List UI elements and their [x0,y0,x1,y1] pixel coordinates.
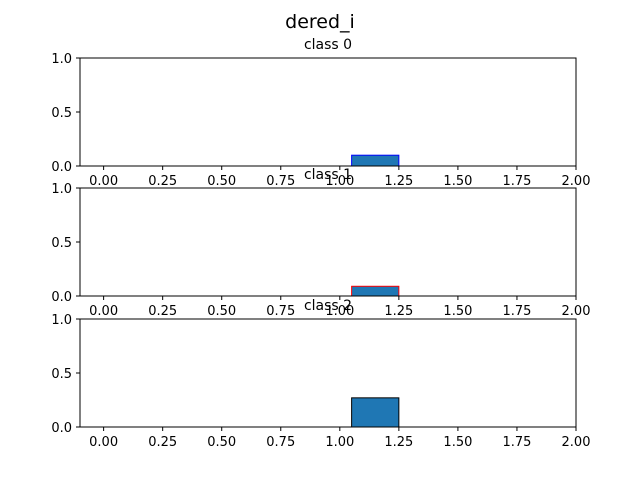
x-tick-label: 0.25 [148,304,177,319]
bar [351,154,400,167]
x-tick-label: 0.50 [207,304,236,319]
subplot-2: 0.00 0.25 0.50 0.75 1.00 1.25 1.50 1.75 2.000.00… [51,298,590,450]
x-tick-label: 1.00 [325,304,354,319]
y-tick-label: 1.0 [51,313,72,328]
bar [351,285,400,297]
x-tick-label: 1.50 [443,435,472,450]
x-tick-label: 2.00 [562,304,591,319]
y-tick-label: 0.0 [51,160,72,175]
x-tick-label: 1.25 [384,174,413,189]
subplot-title: class 0 [304,37,352,53]
x-tick-label: 2.00 [562,174,591,189]
y-tick-label: 0.0 [51,421,72,436]
y-tick-label: 1.0 [51,52,72,67]
x-tick-label: 1.25 [384,304,413,319]
x-tick-label: 0.75 [266,435,295,450]
y-tick-label: 0.5 [51,236,72,251]
figure-title: dered_i [285,11,355,33]
x-tick-label: 1.50 [443,174,472,189]
x-tick-label: 1.50 [443,304,472,319]
subplot-title: class 2 [304,298,352,314]
x-tick-label: 0.25 [148,174,177,189]
x-tick-label: 0.00 [89,435,118,450]
x-tick-label: 1.00 [325,174,354,189]
plot-area [80,188,576,296]
plot-area [80,58,576,166]
x-tick-label: 0.75 [266,304,295,319]
x-tick-label: 0.50 [207,435,236,450]
x-tick-label: 1.25 [384,435,413,450]
plot-area [80,319,576,427]
x-tick-label: 0.75 [266,174,295,189]
x-tick-label: 0.00 [89,174,118,189]
bar [351,397,400,428]
x-tick-label: 1.75 [502,304,531,319]
subplots: 0.00 0.25 0.50 0.75 1.00 1.25 1.50 1.75 2.000.00… [51,37,590,450]
y-tick-label: 1.0 [51,182,72,197]
x-tick-label: 1.75 [502,174,531,189]
subplot-title: class 1 [304,167,352,183]
subplot-0: 0.00 0.25 0.50 0.75 1.00 1.25 1.50 1.75 2.00 0.0 0… [51,37,590,189]
x-tick-label: 1.00 [325,435,354,450]
x-tick-label: 0.00 [89,304,118,319]
x-tick-label: 0.25 [148,435,177,450]
y-tick-label: 0.5 [51,367,72,382]
x-tick-label: 0.50 [207,174,236,189]
x-tick-label: 1.75 [502,435,531,450]
x-tick-label: 2.00 [562,435,591,450]
y-tick-label: 0.5 [51,106,72,121]
y-tick-label: 0.0 [51,290,72,305]
subplot-1: 0.00 0.25 0.50 0.75 1.00 1.25 1.50 1.75 2.000.00… [51,167,590,319]
